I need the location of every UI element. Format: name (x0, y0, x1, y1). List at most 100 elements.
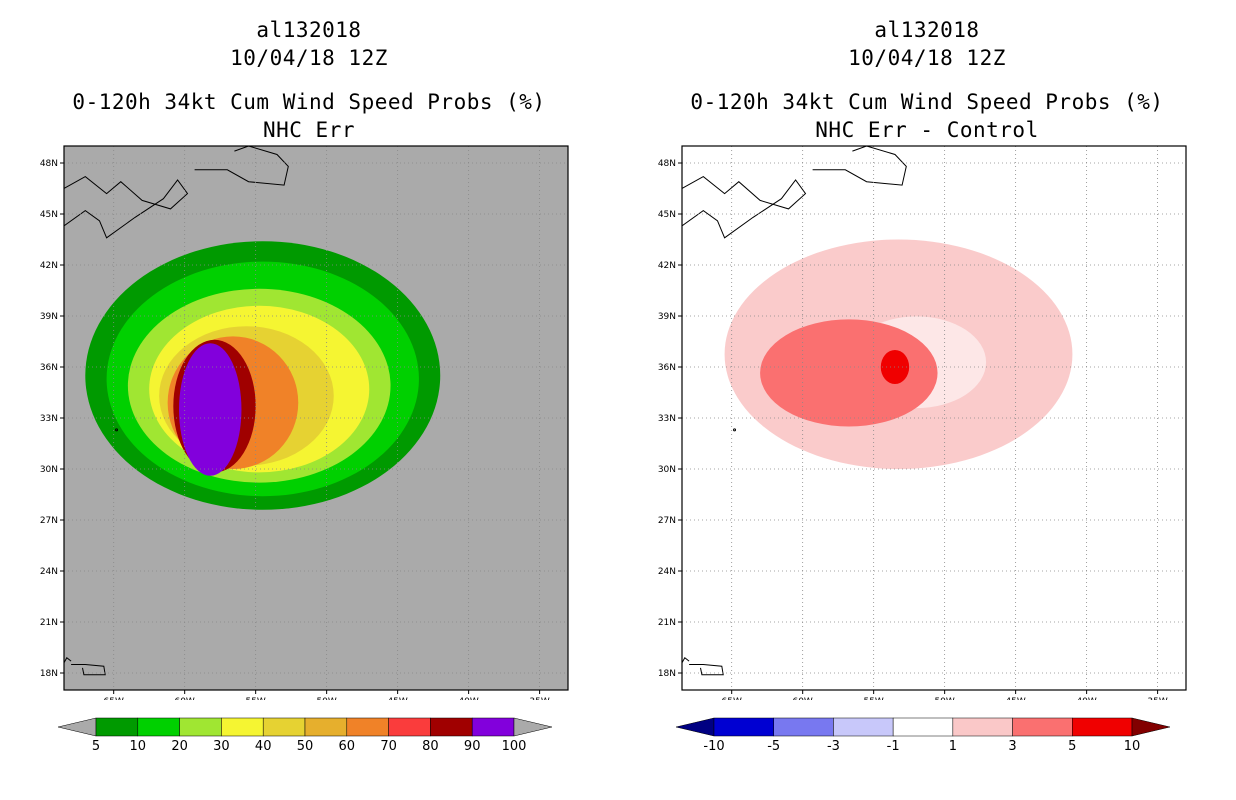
lat-tick-label: 45N (40, 210, 58, 220)
datetime-label: 10/04/18 12Z (848, 46, 1006, 70)
storm-id-label: al132018 (256, 18, 362, 42)
lat-tick-label: 42N (658, 261, 676, 271)
colorbar: 5 10 20 30 40 50 60 70 80 90 100 (57, 717, 553, 754)
colorbar-over-wedge (513, 717, 553, 737)
lat-tick-label: 45N (658, 210, 676, 220)
lon-tick-label: 65W (722, 697, 742, 700)
lon-tick-label: 45W (387, 697, 407, 700)
colorbar-label: 10 (1124, 739, 1141, 754)
colorbar-swatch (388, 717, 431, 737)
lon-tick-label: 40W (458, 697, 478, 700)
colorbar-label: -5 (767, 739, 780, 754)
colorbar: -10 -5 -3 -1 1 3 5 10 (675, 717, 1171, 754)
product-title: 0-120h 34kt Cum Wind Speed Probs (%) (72, 90, 546, 114)
colorbar-over-wedge (1131, 717, 1171, 737)
gridlines (682, 146, 1186, 690)
lat-tick-label: 48N (658, 159, 676, 169)
lat-tick-label: 48N (40, 159, 58, 169)
lat-tick-label: 18N (658, 669, 676, 679)
lat-tick-label: 33N (658, 414, 676, 424)
nova-scotia-coast (64, 175, 189, 239)
colorbar-swatch (346, 717, 389, 737)
colorbar-label: -10 (703, 739, 724, 754)
colorbar-label: 40 (255, 739, 272, 754)
colorbar-swatch (137, 717, 180, 737)
newfoundland-coast (812, 146, 907, 186)
colorbar-label: 1 (949, 739, 957, 754)
colorbar-label: 3 (1008, 739, 1016, 754)
colorbar-swatch (1012, 717, 1073, 737)
newfoundland-coast (194, 146, 289, 186)
lon-tick-label: 55W (245, 697, 265, 700)
lon-tick-label: 55W (863, 697, 883, 700)
lat-tick-label: 42N (40, 261, 58, 271)
colorbar-label: 30 (213, 739, 230, 754)
lat-tick-label: 33N (40, 414, 58, 424)
colorbar-label: 50 (297, 739, 314, 754)
coastline (682, 146, 907, 676)
colorbar-swatch (262, 717, 306, 737)
bermuda-dot (115, 428, 119, 432)
lat-tick-label: 27N (658, 516, 676, 526)
colorbar-label: 90 (464, 739, 481, 754)
diff-region-1 (760, 319, 938, 427)
lat-tick-label: 39N (40, 312, 58, 322)
lat-tick-label: 27N (40, 516, 58, 526)
colorbar-swatch (179, 717, 222, 737)
colorbar-label: 60 (339, 739, 356, 754)
lat-tick-label: 24N (40, 567, 58, 577)
lon-tick-label: 50W (934, 697, 954, 700)
hispaniola-coast (682, 656, 690, 664)
colorbar-swatch (773, 717, 834, 737)
colorbar-label: -3 (827, 739, 840, 754)
colorbar-label: 20 (171, 739, 188, 754)
colorbar-label: 10 (130, 739, 147, 754)
colorbar-label: 100 (502, 739, 527, 754)
lat-tick-label: 36N (40, 363, 58, 373)
lon-tick-label: 50W (316, 697, 336, 700)
colorbar-swatch (221, 717, 264, 737)
lon-tick-label: 40W (1076, 697, 1096, 700)
colorbar-swatch (892, 717, 954, 737)
lat-tick-label: 36N (658, 363, 676, 373)
right-panel: al132018 10/04/18 12Z 0-120h 34kt Cum Wi… (618, 0, 1236, 800)
storm-id-label: al132018 (874, 18, 980, 42)
lat-tick-label: 21N (40, 618, 58, 628)
probability-map: 65W 60W 55W 50W 45W 40W 35W 18N 21N 24N 27N 30N 33N 3… (40, 145, 569, 700)
lon-tick-label: 60W (792, 697, 812, 700)
lon-tick-label: 65W (104, 697, 124, 700)
colorbar-swatch (1072, 717, 1133, 737)
lat-tick-label: 30N (40, 465, 58, 475)
lon-tick-label: 45W (1005, 697, 1025, 700)
datetime-label: 10/04/18 12Z (230, 46, 388, 70)
colorbar-swatch (833, 717, 894, 737)
colorbar-swatch (95, 717, 139, 737)
colorbar-label: 80 (422, 739, 439, 754)
hispaniola-coast (64, 656, 72, 664)
lat-tick-label: 18N (40, 669, 58, 679)
puerto-rico-coast (71, 664, 106, 676)
lat-tick-label: 39N (658, 312, 676, 322)
bermuda-dot (733, 428, 737, 432)
puerto-rico-coast (689, 664, 724, 676)
lon-tick-label: 35W (1147, 697, 1167, 700)
panel-subtitle: NHC Err (262, 118, 355, 142)
nova-scotia-coast (682, 175, 807, 239)
colorbar-label: 70 (380, 739, 397, 754)
colorbar-swatch (304, 717, 348, 737)
coastline (64, 146, 289, 676)
colorbar-swatch (471, 717, 515, 737)
lat-tick-label: 24N (658, 567, 676, 577)
prob-contour-100 (178, 343, 242, 476)
colorbar-under-wedge (57, 717, 97, 737)
lat-tick-label: 21N (658, 618, 676, 628)
lon-tick-label: 60W (174, 697, 194, 700)
colorbar-label: -1 (887, 739, 900, 754)
difference-map: 65W 60W 55W 50W 45W 40W 35W 18N 21N 24N 27N 30N 33N 3… (658, 145, 1187, 700)
product-title: 0-120h 34kt Cum Wind Speed Probs (%) (690, 90, 1164, 114)
left-panel: al132018 10/04/18 12Z 0-120h 34kt Cum Wi… (40, 18, 569, 754)
colorbar-label: 5 (1068, 739, 1076, 754)
colorbar-swatch (952, 717, 1013, 737)
gridlines (64, 146, 568, 690)
colorbar-swatch (713, 717, 774, 737)
